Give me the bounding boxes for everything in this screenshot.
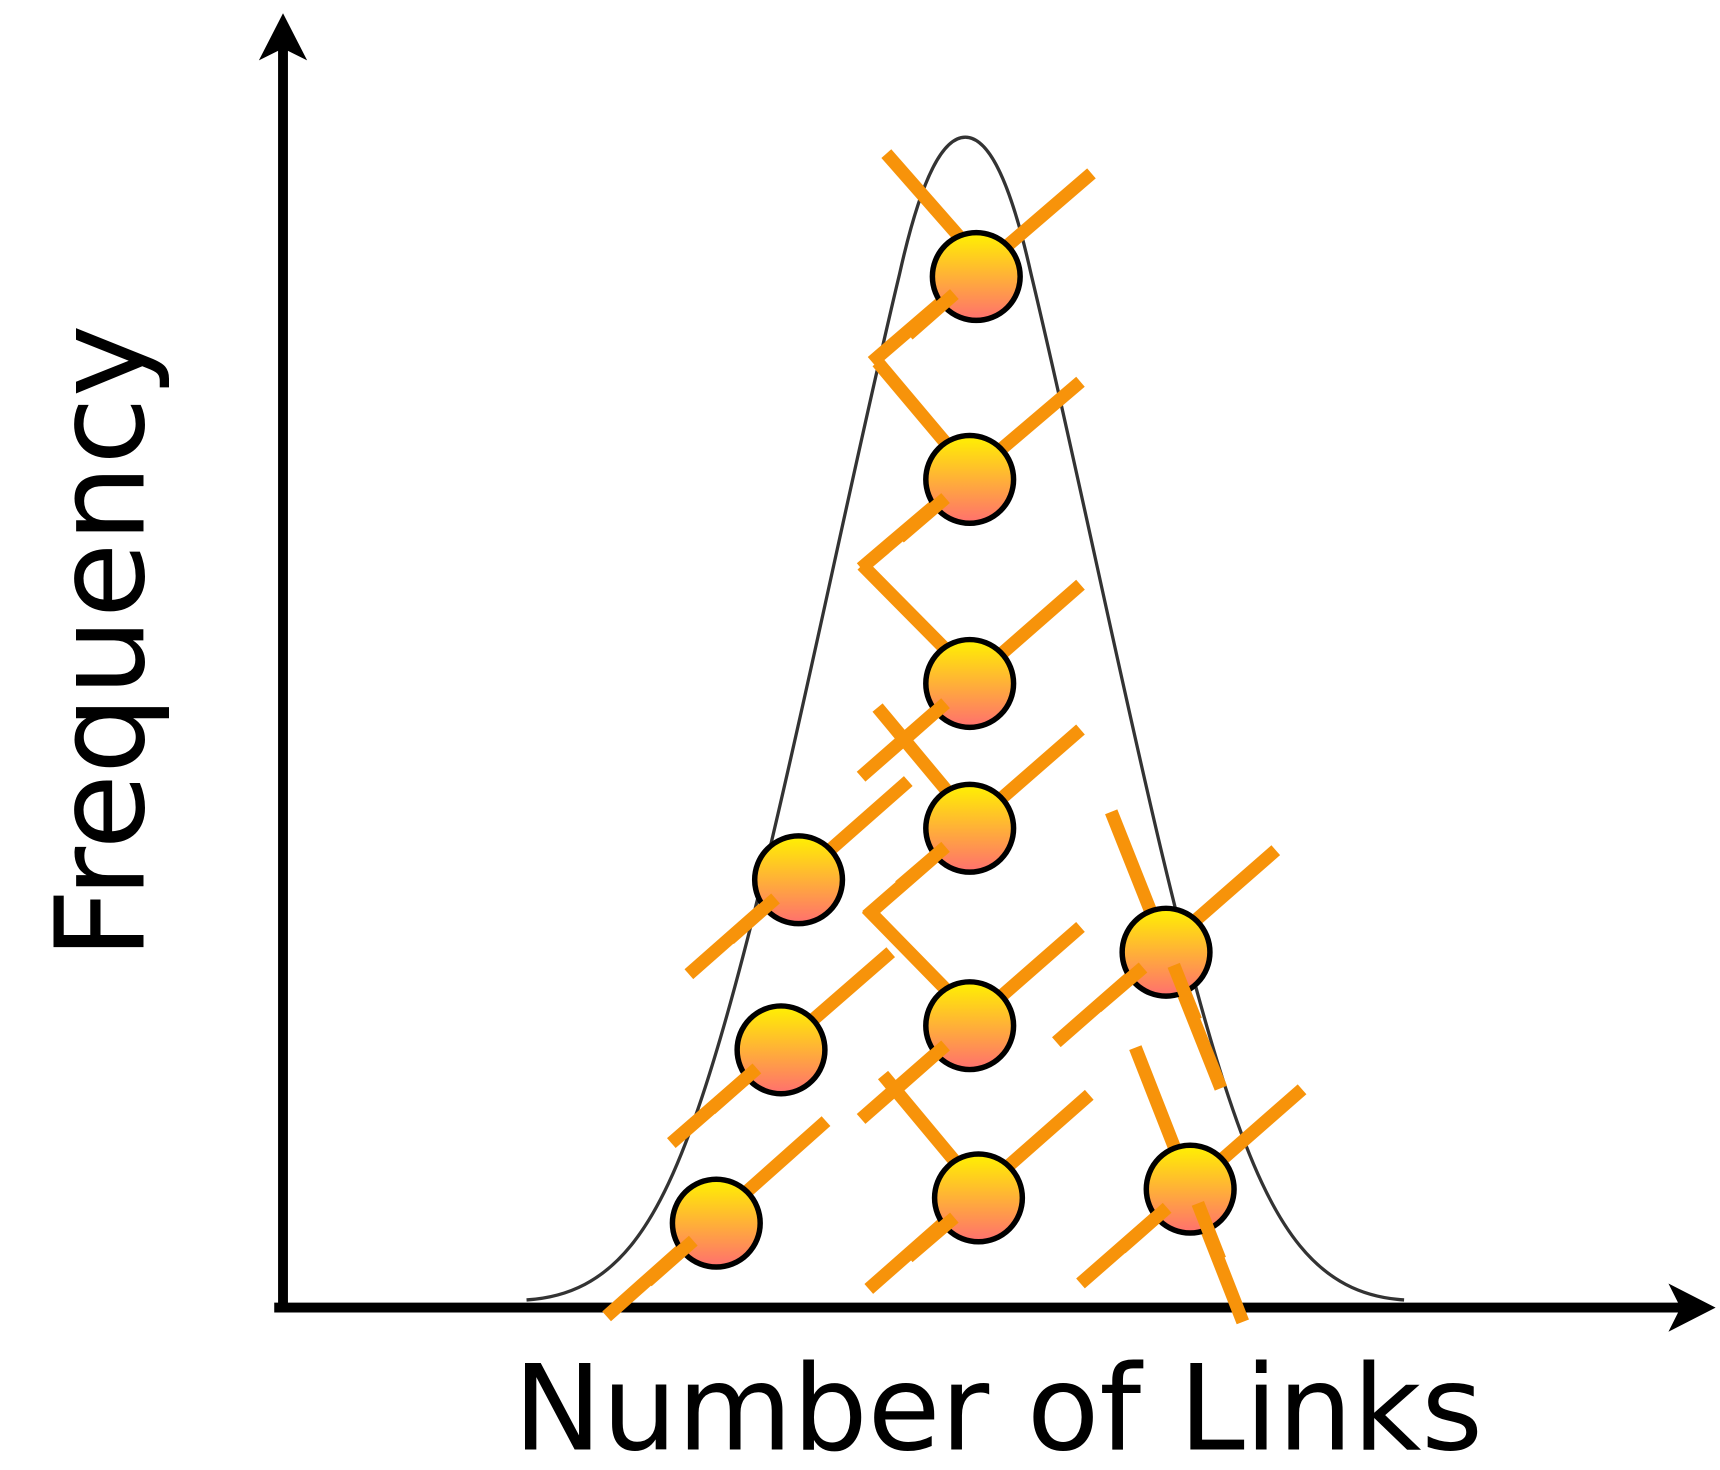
link <box>899 498 945 537</box>
link <box>1121 1208 1167 1249</box>
link <box>899 847 945 886</box>
link <box>711 1068 757 1109</box>
page: Frequency Number of Links (() => { const… <box>0 0 1720 1470</box>
link <box>886 154 965 244</box>
link <box>908 1218 954 1257</box>
x-axis-label: Number of Links <box>513 1340 1483 1470</box>
node <box>1122 908 1210 996</box>
link <box>899 1045 945 1086</box>
link <box>647 1241 693 1282</box>
link <box>908 294 954 335</box>
y-axis-label: Frequency <box>29 324 172 959</box>
diagram: Frequency Number of Links <box>0 0 1720 1470</box>
link <box>899 703 945 744</box>
link <box>729 898 775 939</box>
nodes <box>672 233 1234 1267</box>
